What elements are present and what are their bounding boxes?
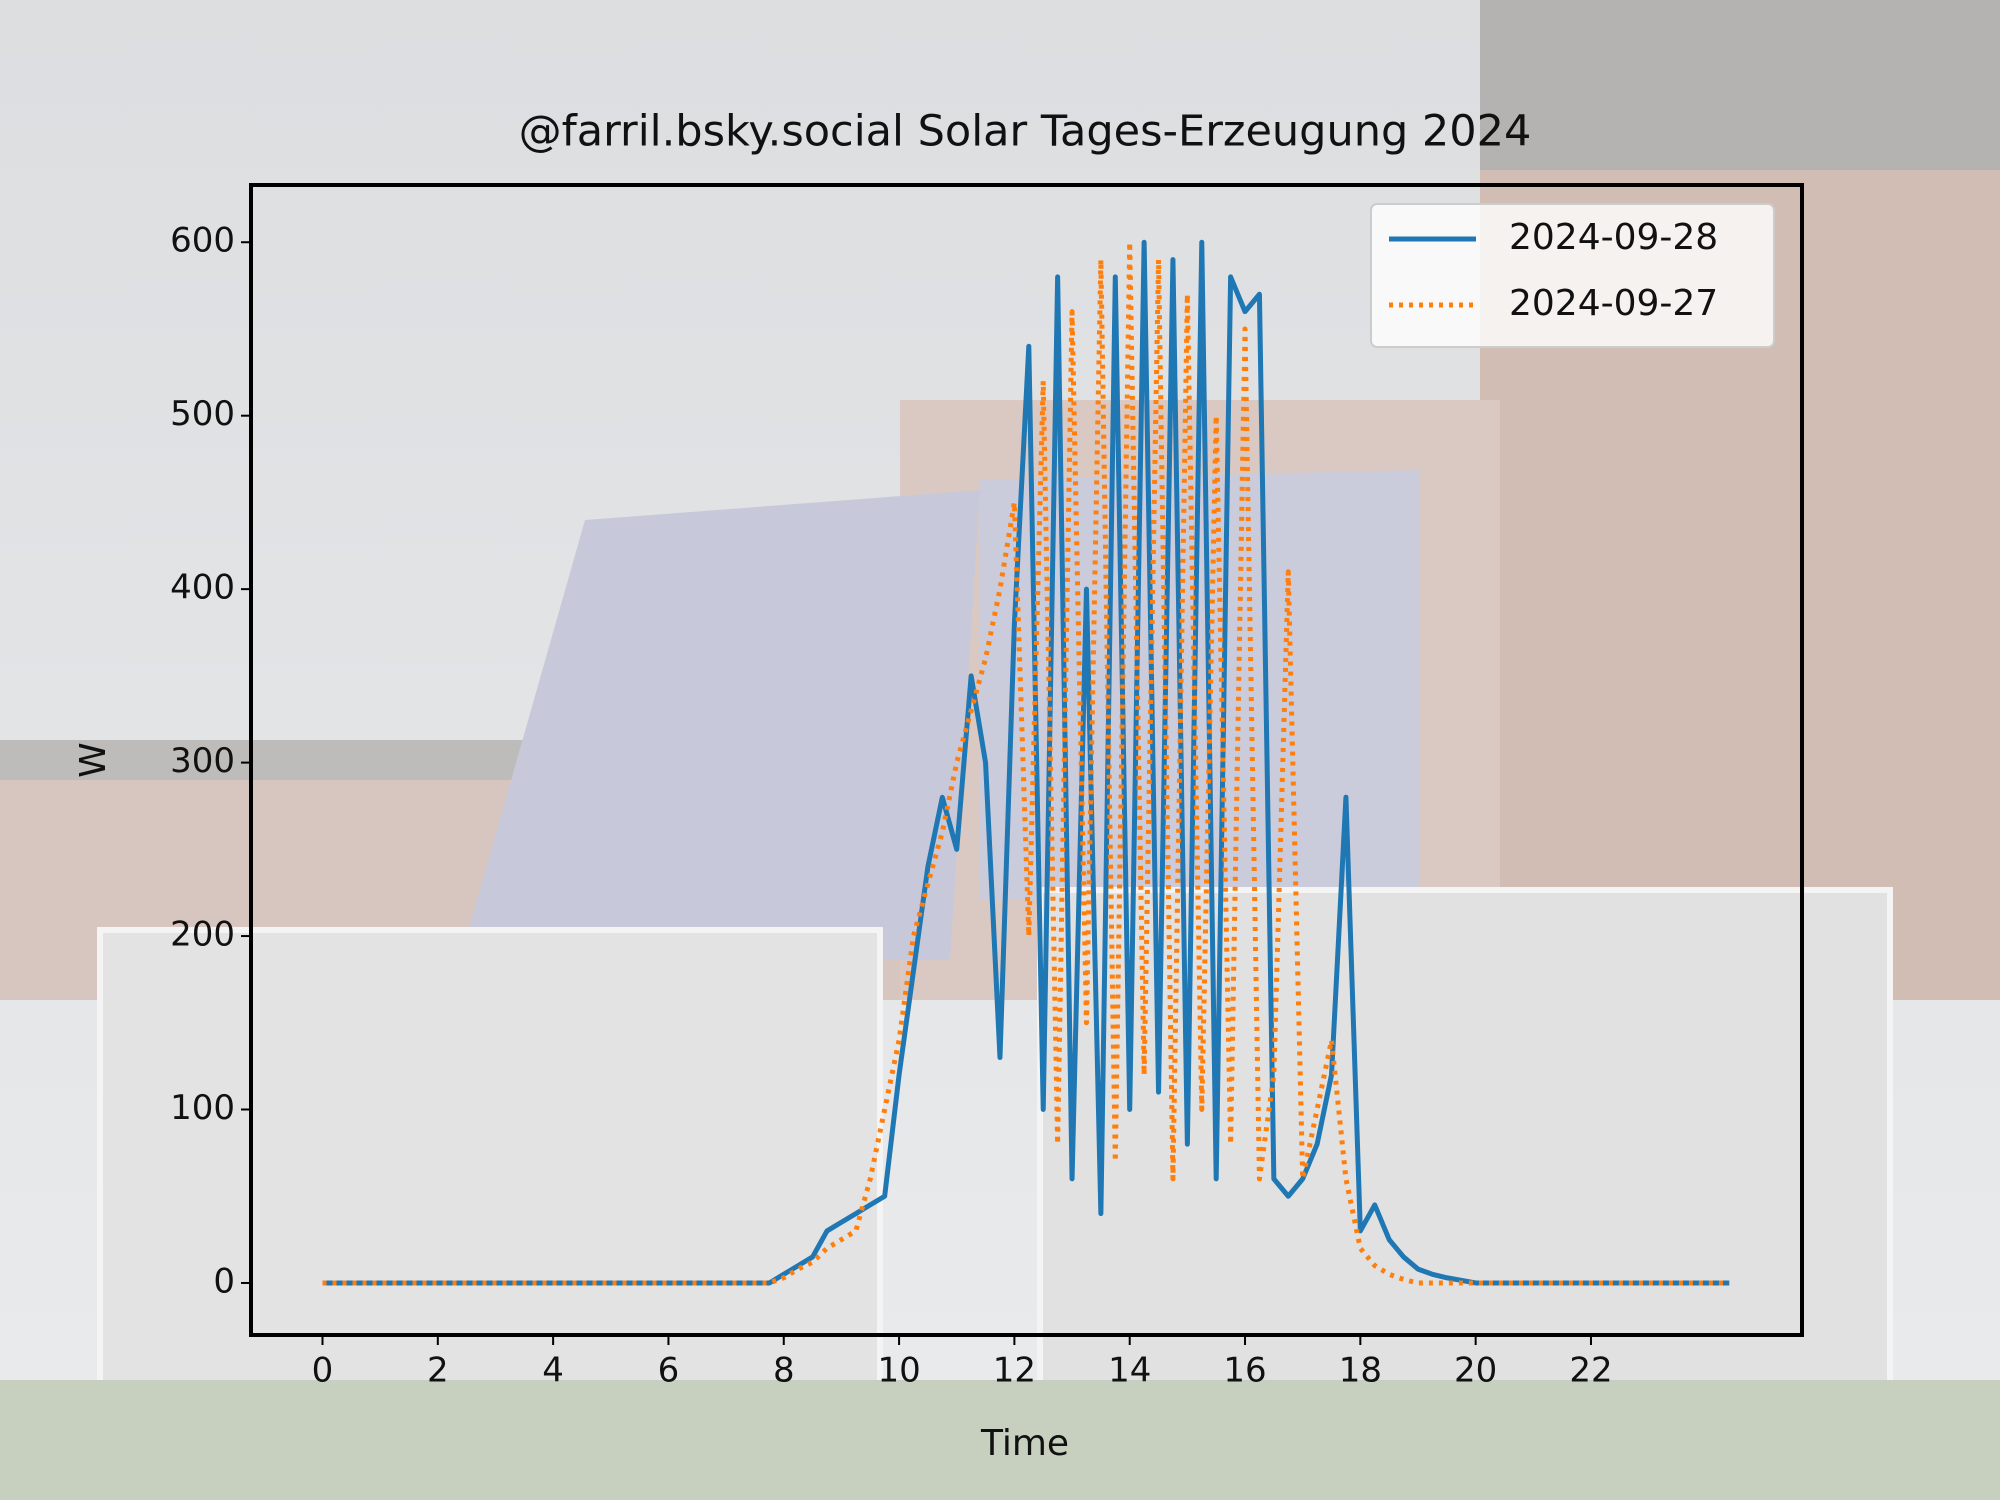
legend-label: 2024-09-28: [1509, 217, 1718, 258]
x-tick-label: 12: [993, 1351, 1036, 1391]
x-tick-label: 10: [877, 1351, 920, 1391]
x-tick-label: 20: [1454, 1351, 1497, 1391]
y-tick-label: 0: [213, 1261, 235, 1301]
chart-title: @farril.bsky.social Solar Tages-Erzeugun…: [519, 107, 1532, 157]
x-tick-label: 6: [658, 1351, 680, 1391]
x-tick-label: 0: [312, 1351, 334, 1391]
x-axis-label: Time: [980, 1423, 1069, 1464]
y-axis-label: W: [73, 742, 114, 778]
x-tick-label: 22: [1569, 1351, 1612, 1391]
plot-frame: [249, 183, 1804, 1337]
x-tick-label: 18: [1339, 1351, 1382, 1391]
y-tick-label: 500: [170, 394, 235, 434]
y-tick-label: 100: [170, 1088, 235, 1128]
y-tick-label: 300: [170, 741, 235, 781]
x-tick-label: 8: [773, 1351, 795, 1391]
y-tick-label: 400: [170, 568, 235, 608]
x-tick-label: 14: [1108, 1351, 1151, 1391]
y-tick-label: 200: [170, 915, 235, 955]
y-tick-label: 600: [170, 221, 235, 261]
x-tick-label: 4: [542, 1351, 564, 1391]
x-tick-label: 16: [1223, 1351, 1266, 1391]
legend-label: 2024-09-27: [1509, 283, 1718, 324]
x-tick-label: 2: [427, 1351, 449, 1391]
data-line: [322, 239, 1730, 1286]
